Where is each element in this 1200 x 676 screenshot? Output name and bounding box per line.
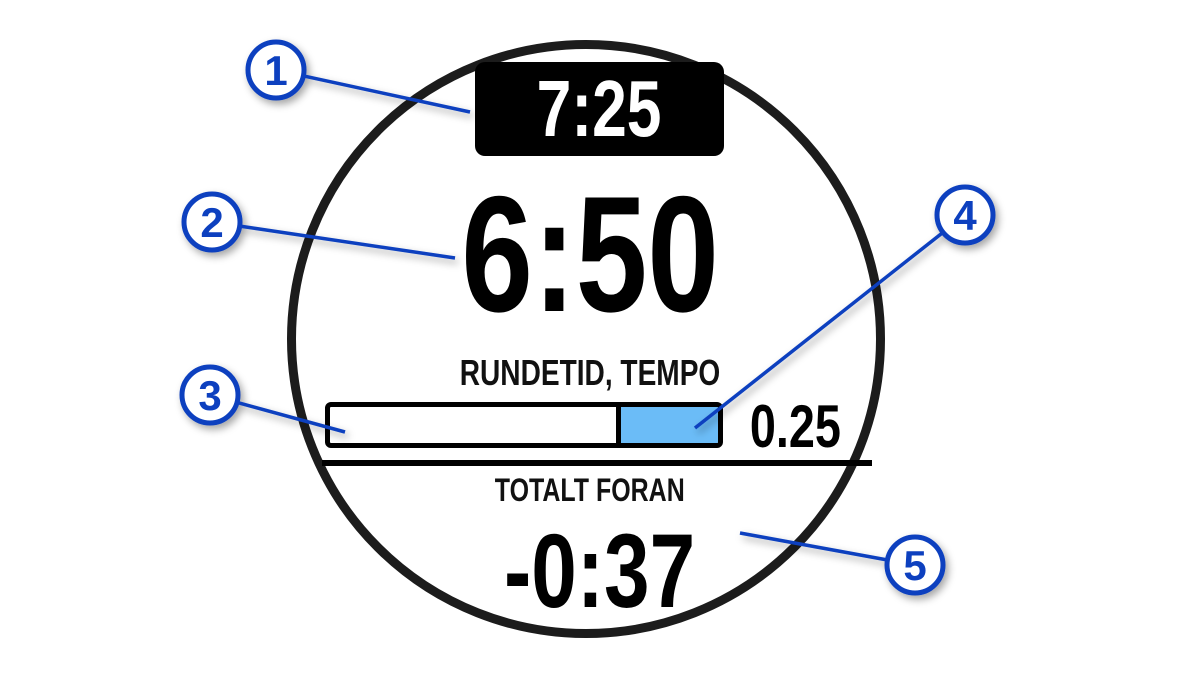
callout-1: 1 [245,39,471,114]
callout-number: 5 [903,542,926,589]
callout-circle [181,191,243,253]
callout-number: 3 [198,372,221,419]
callout-3: 3 [179,364,346,434]
top-data-field: 7:25 [475,62,724,156]
callout-leader-line [304,74,471,114]
callout-leader-line [693,232,943,430]
callout-5: 5 [739,531,946,596]
bottom-value: -0:37 [504,513,696,630]
progress-value: 0.25 [749,393,841,460]
callout-circle [884,534,946,596]
callout-circle [245,39,307,101]
progress-value-field: 0.25 [730,392,860,461]
callout-leader-line [241,224,456,260]
callout-4: 4 [693,184,996,430]
watch-face [287,40,885,638]
callout-circle [179,364,241,426]
callout-leader-line [238,401,346,434]
callout-number: 1 [264,47,287,94]
callout-circle [934,184,996,246]
callout-2: 2 [181,191,456,260]
callout-leader-line [739,531,886,562]
bottom-label: TOTALT FORAN [495,472,685,508]
bottom-label-field: TOTALT FORAN [420,472,760,509]
progress-bar [325,402,723,448]
callout-number: 2 [200,199,223,246]
main-label: RUNDETID, TEMPO [459,352,721,393]
top-value: 7:25 [537,64,662,153]
bottom-value-field: -0:37 [440,512,760,633]
main-data-field: 6:50 [400,160,780,350]
main-label-field: RUNDETID, TEMPO [380,352,800,393]
main-value: 6:50 [461,162,719,346]
callout-number: 4 [953,192,977,239]
divider [322,460,872,466]
